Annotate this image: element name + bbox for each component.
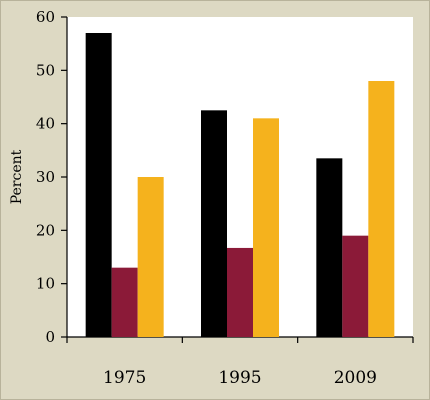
x-category-label: 1975 [103,368,146,388]
y-tick-label: 40 [36,115,55,133]
bar-1995-series-1 [201,110,227,337]
bar-1995-series-2 [227,247,253,337]
bar-1995-series-3 [253,118,279,337]
bar-1975-series-3 [137,177,164,337]
y-tick-label: 10 [36,275,55,293]
bar-2009-series-2 [342,235,369,337]
bars [85,33,395,337]
x-category-label: 2009 [334,368,377,388]
bar-1975-series-1 [85,33,112,337]
y-tick-label: 20 [36,221,55,239]
x-axis: 1975 1995 2009 [66,336,414,388]
bar-2009-series-3 [368,81,395,337]
y-tick-label: 0 [45,328,55,346]
bar-1975-series-2 [111,267,138,337]
y-tick-label: 50 [36,61,55,79]
y-axis: 0 10 20 30 40 50 60 [36,8,68,346]
x-category-label: 1995 [218,368,261,388]
y-tick-label: 30 [36,168,55,186]
bar-2009-series-1 [316,158,343,337]
y-axis-title: Percent [9,149,25,204]
y-tick-label: 60 [36,8,55,26]
